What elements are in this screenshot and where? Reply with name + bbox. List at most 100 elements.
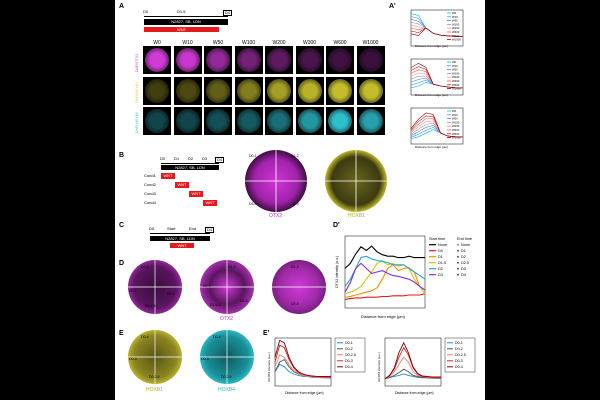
colony-disc [236, 78, 261, 103]
micrograph-cell [143, 76, 171, 105]
d-prime-xlabel: Distance from edge (μm) [361, 314, 406, 319]
a-prime-legend-item: W1000 [452, 87, 461, 91]
e2-sector-0: D0-4 [213, 335, 221, 339]
legend-end-item: D1 [461, 249, 466, 253]
a-prime-legend-item: W300 [452, 128, 460, 132]
condition-wnt-bar: WNT [161, 173, 175, 179]
e2-sector-2: D0-2.5 [221, 375, 232, 379]
d3-sector-1: D2-4 [291, 302, 299, 306]
b-hoxb1-label: HOXB1 [348, 213, 365, 219]
colony-disc [328, 109, 352, 133]
micrograph-cell [295, 76, 324, 105]
b-timeline-d3: D3 [202, 156, 208, 161]
a-prime-legend-item: W1000 [452, 38, 461, 42]
b-timeline-d1: D1 [174, 156, 180, 161]
column-header: W50 [212, 40, 224, 46]
b-hoxb1-disc [325, 150, 387, 212]
legend-marker [457, 261, 459, 264]
colony-disc [175, 78, 200, 103]
a-prime-line [410, 27, 463, 37]
panel-d-prime-label: D' [333, 222, 340, 229]
b-timeline-d0: D0 [160, 156, 166, 161]
legend-start-item: D2 [438, 267, 443, 271]
b-sector-d12: D1-2 [291, 154, 299, 158]
a-prime-legend-item: W200 [452, 26, 460, 30]
a-prime-legend-item: W0 [452, 109, 457, 113]
colony-disc [206, 48, 230, 72]
series-line [384, 373, 441, 380]
b-otx2-label: OTX2 [269, 213, 283, 219]
colony-disc [267, 78, 291, 103]
micrograph-cell [204, 76, 232, 105]
colony-disc [236, 48, 261, 72]
colony-disc [297, 78, 322, 103]
column-header: W10 [182, 40, 193, 46]
column-header: W1000 [362, 40, 379, 46]
series-line [344, 245, 425, 269]
a-prime-legend-item: W100 [452, 71, 460, 75]
micrograph-cell [265, 46, 293, 74]
e-hoxb1-disc [128, 330, 182, 384]
a-prime-xlabel-1: Distance from edge (μm) [415, 44, 449, 48]
colony-disc [145, 48, 169, 72]
a-prime-legend-item: W50 [452, 68, 458, 72]
a-prime-line [410, 112, 463, 138]
a-prime-frame [410, 107, 464, 145]
a-prime-legend-item: W50 [452, 19, 458, 23]
panel-a-prime-plots: W0W10W50W100W200W300W600W1000W0W10W50W10… [410, 9, 464, 145]
condition-label: Cond1 [144, 173, 156, 178]
a-prime-legend-item: W10 [452, 64, 458, 68]
row-label: DAPI/OTX2 [135, 53, 139, 72]
series-line [274, 344, 331, 378]
micrograph-cell [234, 107, 263, 135]
e-hoxb1-label: HOXB1 [146, 387, 163, 393]
d1-sector-1: D0-2 [129, 289, 137, 293]
c-timeline-d4: D4 [205, 227, 215, 233]
e-prime-hoxb1-chart: HOXB1 intensity (a.u.) Distance from edge… [267, 337, 366, 395]
colony-disc [328, 48, 352, 72]
d2-sector-1: D1-3 [240, 299, 248, 303]
legend-item: D0-3 [455, 359, 463, 363]
b-otx2-disc [245, 150, 307, 212]
c-timeline-start: Start [167, 226, 176, 231]
d-disc-2 [200, 260, 254, 314]
panel-a-label: A [119, 3, 125, 10]
c-timeline-wnt-bar: WNT [170, 243, 194, 248]
legend-marker [457, 267, 459, 270]
d-prime-chart: OTX2 intensity (a.u.) Distance from edge … [335, 235, 472, 319]
micrograph-cell [265, 76, 293, 105]
e1-sector-0: D0-4 [141, 335, 149, 339]
d-disc-1 [128, 260, 182, 314]
legend-end-item: None [461, 243, 470, 247]
legend-item: D0-4 [345, 365, 353, 369]
series-line [344, 255, 426, 287]
legend-item: D0-4 [455, 365, 463, 369]
a-prime-legend-item: W600 [452, 83, 460, 87]
a-prime-legend-item: W0 [452, 60, 457, 64]
a-prime-xlabel-2: Distance from edge (μm) [415, 93, 449, 97]
figure-canvas: A D0 D1.5 D4 N2827, SB, LDN WNT W0 W10 W50… [115, 0, 485, 400]
b-sector-d01: D0-1 [249, 154, 257, 158]
colony-disc [267, 109, 291, 133]
a-prime-legend-item: W200 [452, 75, 460, 79]
column-header: W600 [333, 40, 347, 46]
legend-end-item: D4 [461, 273, 466, 277]
micrograph-cell [326, 107, 354, 135]
b-timeline-d2: D2 [188, 156, 194, 161]
condition-label: Cond2 [144, 182, 156, 187]
timeline-axis [144, 16, 228, 17]
panel-c-label: C [119, 222, 125, 229]
panel-e-label: E [119, 330, 124, 337]
d-prime-ylabel: OTX2 intensity (a.u.) [335, 256, 339, 288]
legend-marker [457, 249, 459, 252]
e2-sector-1: D0-3 [201, 357, 209, 361]
micrograph-cell [356, 107, 385, 135]
legend-item: D0-1 [455, 341, 463, 345]
panel-a-prime-label: A' [389, 3, 396, 10]
legend-item: D0-2 [455, 347, 463, 351]
c-timeline-media-bar: N2827, SB, LDN [150, 236, 210, 241]
e-prime-hoxb4-chart: HOXB4 intensity (a.u.) Distance from edge… [377, 337, 476, 395]
series-line [384, 341, 441, 380]
legend-start-item: D3 [438, 273, 443, 277]
